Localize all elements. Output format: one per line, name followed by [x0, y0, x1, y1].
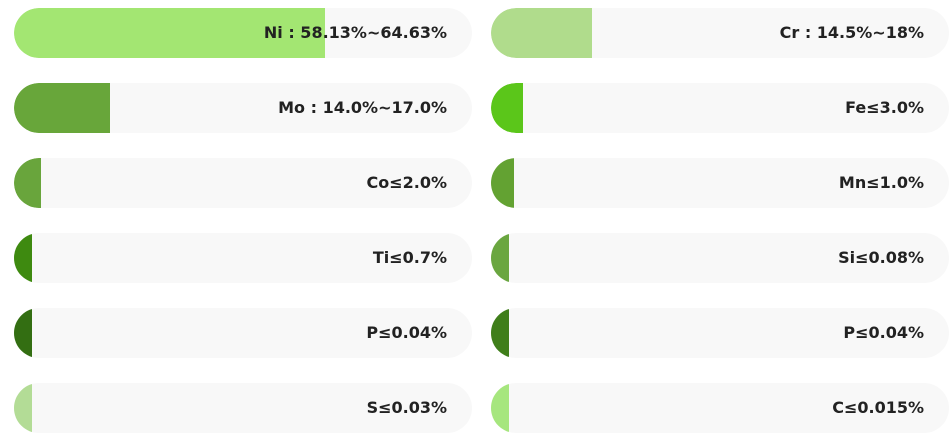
- bar-label: Cr : 14.5%~18%: [779, 23, 924, 42]
- bar-track: P≤0.04%: [491, 308, 949, 358]
- bar-fill: [14, 233, 33, 283]
- bar-fill: [14, 383, 33, 433]
- bar-fill: [14, 308, 33, 358]
- bar-label: S≤0.03%: [366, 398, 447, 417]
- bar-track: Cr : 14.5%~18%: [491, 8, 949, 58]
- bar-label: Co≤2.0%: [366, 173, 447, 192]
- bar-label: Mo : 14.0%~17.0%: [278, 98, 447, 117]
- bar-label: Fe≤3.0%: [845, 98, 924, 117]
- bar-track: Ni : 58.13%~64.63%: [14, 8, 472, 58]
- bar-fill: [14, 83, 111, 133]
- bar-track: P≤0.04%: [14, 308, 472, 358]
- bar-fill: [491, 83, 524, 133]
- bar-track: Fe≤3.0%: [491, 83, 949, 133]
- bar-fill: [14, 158, 42, 208]
- bar-fill: [491, 158, 514, 208]
- bar-fill: [14, 8, 326, 58]
- bar-fill: [491, 8, 592, 58]
- bar-fill: [491, 308, 510, 358]
- bar-label: Mn≤1.0%: [838, 173, 924, 192]
- bar-fill: [491, 383, 510, 433]
- bar-label: Ni : 58.13%~64.63%: [263, 23, 447, 42]
- bar-label: C≤0.015%: [832, 398, 924, 417]
- bar-track: Ti≤0.7%: [14, 233, 472, 283]
- bar-label: Ti≤0.7%: [372, 248, 447, 267]
- bar-track: Mn≤1.0%: [491, 158, 949, 208]
- bar-track: Si≤0.08%: [491, 233, 949, 283]
- bar-label: Si≤0.08%: [838, 248, 924, 267]
- bar-track: C≤0.015%: [491, 383, 949, 433]
- bar-track: S≤0.03%: [14, 383, 472, 433]
- bar-track: Co≤2.0%: [14, 158, 472, 208]
- bar-label: P≤0.04%: [843, 323, 924, 342]
- bar-track: Mo : 14.0%~17.0%: [14, 83, 472, 133]
- bar-fill: [491, 233, 510, 283]
- bar-label: P≤0.04%: [366, 323, 447, 342]
